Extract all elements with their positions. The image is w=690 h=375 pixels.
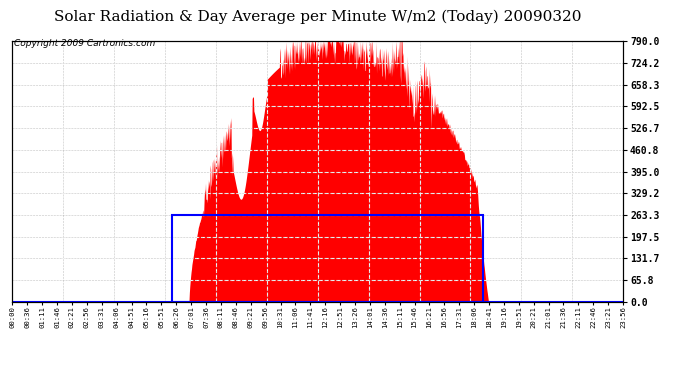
Bar: [172, 215, 484, 302]
Text: Solar Radiation & Day Average per Minute W/m2 (Today) 20090320: Solar Radiation & Day Average per Minute…: [54, 9, 581, 24]
Text: Copyright 2009 Cartronics.com: Copyright 2009 Cartronics.com: [14, 39, 155, 48]
